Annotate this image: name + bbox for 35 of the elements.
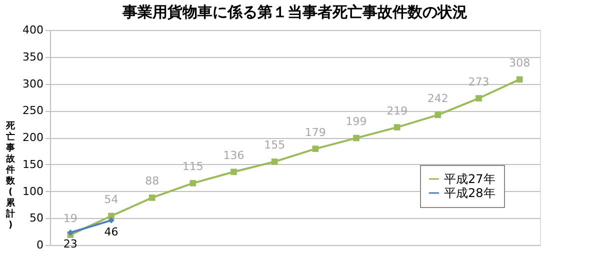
y-tick-label: 400 xyxy=(22,24,44,36)
data-label: 242 xyxy=(427,92,448,105)
legend-label: 平成27年 xyxy=(444,172,496,186)
point xyxy=(190,180,196,186)
chart-title: 事業用貨物車に係る第１当事者死亡事故件数の状況 xyxy=(122,3,468,21)
y-tick-label: 300 xyxy=(22,77,44,90)
y-tick-label: 100 xyxy=(22,184,44,198)
data-label: 155 xyxy=(264,138,286,152)
point xyxy=(108,217,114,224)
data-label: 23 xyxy=(63,238,78,251)
y-tick-label: 250 xyxy=(22,104,44,118)
data-label: 308 xyxy=(509,56,530,70)
point xyxy=(271,158,278,165)
text: 死亡事故件数(累計) xyxy=(6,122,15,230)
y-tick-label: 150 xyxy=(22,158,44,171)
y-tick-label: 50 xyxy=(30,212,44,225)
point xyxy=(394,124,400,130)
point xyxy=(476,95,482,102)
point xyxy=(67,229,74,236)
point xyxy=(148,194,156,201)
data-label: 46 xyxy=(104,225,118,238)
point xyxy=(312,146,319,152)
y-tick-label: 0 xyxy=(36,238,44,252)
data-label: 88 xyxy=(145,174,160,188)
point xyxy=(353,134,360,142)
point xyxy=(434,112,442,118)
data-label: 199 xyxy=(346,115,367,128)
point xyxy=(516,76,523,83)
data-label: 179 xyxy=(304,126,326,139)
point xyxy=(230,168,237,176)
data-label: 54 xyxy=(104,192,118,206)
data-label: 136 xyxy=(223,148,244,162)
legend-label: 平成28年 xyxy=(444,186,496,200)
y-tick-label: 200 xyxy=(22,131,44,144)
y-tick-label: 350 xyxy=(22,50,44,64)
